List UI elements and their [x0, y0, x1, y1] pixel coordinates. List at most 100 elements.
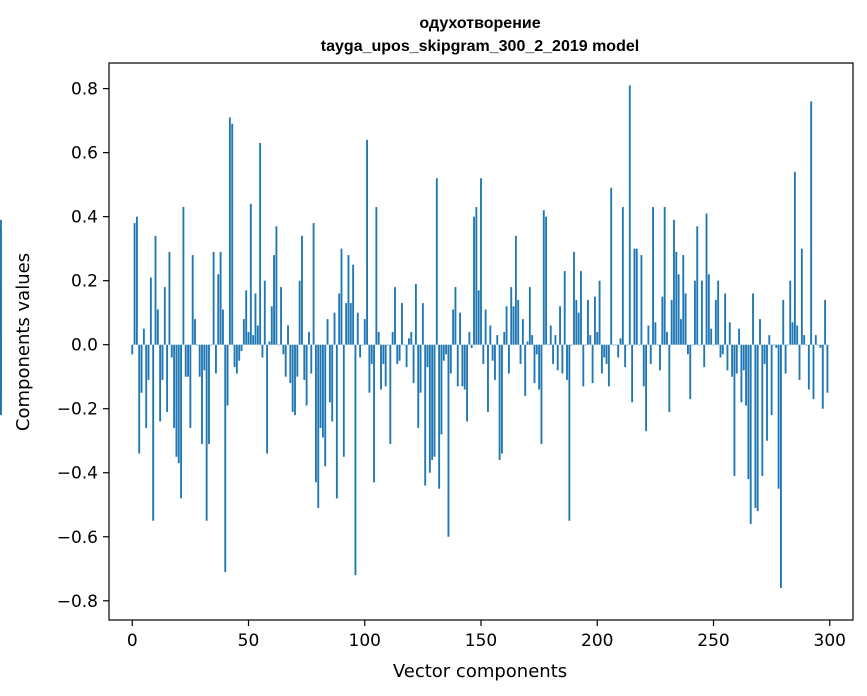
- bar-233: [673, 219, 675, 345]
- bar-126: [424, 344, 427, 486]
- bar-179: [547, 344, 550, 346]
- bar-254: [721, 344, 724, 355]
- bar-219: [640, 255, 643, 345]
- bar-120: [410, 331, 413, 345]
- bar-157: [496, 335, 499, 345]
- bar-90: [340, 248, 343, 345]
- bar-17: [170, 344, 173, 358]
- bar-153: [487, 344, 489, 412]
- bar-53: [254, 293, 257, 345]
- bar-100: [363, 319, 366, 345]
- bar-283: [789, 280, 792, 345]
- bar-277: [775, 344, 778, 348]
- bar-14: [163, 287, 166, 345]
- bar-86: [331, 344, 334, 422]
- bar-36: [215, 344, 217, 374]
- bar-65: [282, 344, 285, 355]
- x-axis-label: Vector components: [393, 661, 567, 682]
- bar-247: [705, 213, 708, 345]
- bar-73: [301, 235, 303, 345]
- bar-76: [308, 331, 310, 345]
- bar-122: [414, 283, 417, 345]
- bar-177: [542, 210, 545, 345]
- bar-278: [777, 344, 780, 489]
- bar-205: [607, 344, 610, 387]
- bar-231: [668, 344, 671, 412]
- bar-296: [819, 344, 822, 348]
- bar-215: [631, 344, 634, 403]
- bar-79: [315, 344, 317, 483]
- bar-238: [684, 293, 687, 345]
- bar-9: [152, 344, 155, 521]
- bar-75: [305, 344, 308, 406]
- bar-239: [687, 344, 689, 355]
- bar-209: [617, 344, 620, 358]
- bar-191: [575, 299, 578, 345]
- bar-295: [817, 344, 820, 346]
- bar-291: [807, 344, 810, 390]
- bar-1: [133, 223, 136, 345]
- bar-38: [219, 251, 222, 345]
- bar-160: [503, 331, 506, 345]
- bar-208: [614, 344, 617, 346]
- bar-141: [459, 312, 461, 345]
- bar-132: [438, 344, 441, 489]
- y-axis-label: Components values: [13, 253, 34, 431]
- bar-156: [494, 344, 496, 380]
- bar-78: [312, 223, 315, 345]
- bar-84: [326, 319, 329, 345]
- bar-274: [768, 335, 771, 345]
- bar-221: [645, 344, 648, 432]
- bar-159: [500, 344, 503, 454]
- bar-244: [698, 344, 701, 346]
- bar-107: [380, 344, 382, 390]
- bar-27: [194, 319, 196, 345]
- bar-263: [742, 344, 745, 371]
- bar-81: [319, 344, 322, 428]
- bar-45: [235, 344, 238, 374]
- bar-262: [740, 344, 743, 403]
- bar-3: [138, 344, 141, 454]
- bar-204: [605, 344, 608, 364]
- bar-8: [149, 277, 152, 345]
- bar-161: [505, 306, 508, 345]
- bar-294: [814, 335, 817, 345]
- bar-82: [321, 344, 324, 438]
- bar-195: [584, 344, 587, 346]
- bar-26: [191, 255, 194, 345]
- bar-32: [205, 344, 208, 521]
- bar-60: [270, 306, 273, 345]
- bar-281: [784, 344, 787, 374]
- bar-59: [268, 341, 271, 345]
- bar-142: [461, 344, 464, 387]
- y-tick-label: 0.0: [71, 336, 98, 356]
- bar-228: [661, 296, 664, 345]
- bar-292: [810, 101, 813, 345]
- bar-113: [394, 287, 396, 345]
- bar-114: [396, 344, 399, 364]
- bar-203: [603, 344, 606, 358]
- bar-47: [240, 344, 243, 352]
- bar-106: [377, 331, 380, 345]
- bar-127: [426, 344, 429, 368]
- bar-264: [745, 344, 747, 406]
- bar-88: [335, 344, 338, 499]
- bar-145: [468, 331, 471, 345]
- bar-151: [482, 344, 485, 364]
- y-tick-label: −0.6: [57, 528, 98, 548]
- bar-299: [826, 344, 829, 393]
- bar-260: [735, 344, 738, 374]
- bar-129: [431, 344, 434, 460]
- bar-193: [580, 271, 582, 345]
- bar-91: [342, 344, 345, 457]
- bar-124: [419, 344, 422, 393]
- bar-101: [366, 139, 368, 345]
- bar-undefined: [0, 344, 2, 393]
- bar-119: [408, 338, 410, 345]
- bar-166: [517, 299, 520, 345]
- bar-286: [796, 325, 799, 345]
- bar-243: [696, 226, 699, 345]
- bar-222: [647, 325, 650, 345]
- bar-165: [514, 235, 517, 345]
- chart-subtitle: tayga_upos_skipgram_300_2_2019 model: [321, 38, 639, 55]
